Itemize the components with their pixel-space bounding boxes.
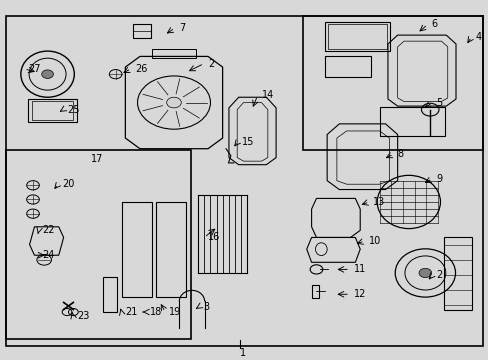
Bar <box>324 22 389 51</box>
Bar <box>122 202 152 297</box>
Bar <box>311 285 319 298</box>
Text: 22: 22 <box>42 225 55 235</box>
Bar <box>132 24 151 38</box>
Text: 26: 26 <box>135 64 147 74</box>
Ellipse shape <box>418 268 431 278</box>
Bar <box>324 57 370 77</box>
Bar <box>31 102 73 120</box>
Text: 14: 14 <box>261 90 273 100</box>
Text: 27: 27 <box>28 64 41 74</box>
Bar <box>302 15 482 150</box>
Text: 25: 25 <box>67 105 80 115</box>
Text: 9: 9 <box>436 174 442 184</box>
Text: 1: 1 <box>239 348 245 358</box>
Bar <box>28 99 77 122</box>
Text: 2: 2 <box>207 59 214 68</box>
Text: 24: 24 <box>42 250 55 260</box>
Bar <box>327 24 386 49</box>
Text: 12: 12 <box>353 289 366 299</box>
Text: 11: 11 <box>353 264 366 274</box>
Text: 5: 5 <box>436 98 442 108</box>
Text: 10: 10 <box>368 236 380 246</box>
Bar <box>156 202 186 297</box>
Bar <box>379 107 445 136</box>
Text: 3: 3 <box>203 302 209 312</box>
Text: 7: 7 <box>179 23 185 33</box>
Text: 19: 19 <box>169 307 181 317</box>
Text: 17: 17 <box>91 154 103 165</box>
Text: 4: 4 <box>474 32 481 42</box>
Text: 15: 15 <box>242 136 254 147</box>
Text: 21: 21 <box>125 307 138 317</box>
Text: 13: 13 <box>372 197 385 207</box>
Text: 6: 6 <box>431 19 437 30</box>
Text: 2: 2 <box>436 270 442 280</box>
Bar <box>152 49 196 58</box>
Text: 20: 20 <box>62 179 74 189</box>
Text: 8: 8 <box>397 149 403 159</box>
Ellipse shape <box>166 97 181 108</box>
Text: 16: 16 <box>207 233 220 243</box>
Ellipse shape <box>41 70 53 78</box>
Text: 18: 18 <box>149 307 162 317</box>
Bar <box>6 150 191 339</box>
Text: 23: 23 <box>77 311 89 320</box>
